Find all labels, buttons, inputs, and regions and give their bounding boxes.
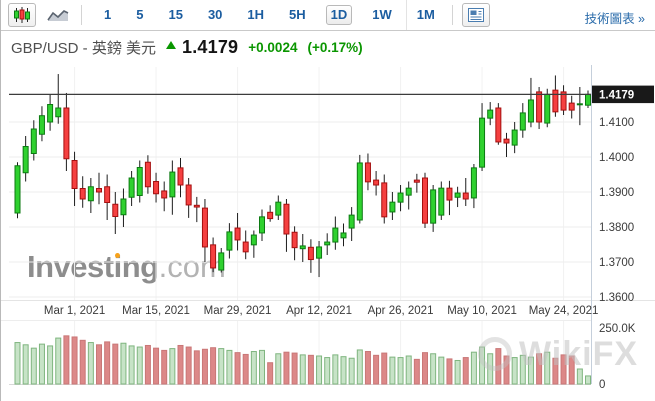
svg-text:Mar 1, 2021: Mar 1, 2021 <box>44 305 105 317</box>
svg-text:1.3600: 1.3600 <box>599 292 634 304</box>
toolbar-separator <box>451 5 453 25</box>
svg-text:May 10, 2021: May 10, 2021 <box>447 305 517 317</box>
line-chart-button[interactable] <box>44 3 72 27</box>
svg-text:1.3900: 1.3900 <box>599 187 634 199</box>
svg-text:250.0K: 250.0K <box>599 323 636 335</box>
candles <box>14 74 591 278</box>
wikifx-logo-icon <box>478 337 512 371</box>
horizontal-gridlines <box>9 121 591 298</box>
interval-button-5[interactable]: 5 <box>136 7 144 22</box>
interval-button-1m[interactable]: 1M <box>416 7 435 22</box>
quote-header: GBP/USD - 英鎊 美元 1.4179 +0.0024 (+0.17%) <box>1 31 655 64</box>
news-panel-button[interactable] <box>461 3 490 27</box>
toolbar-separator <box>81 5 82 25</box>
date-axis-labels: Mar 1, 2021 Mar 15, 2021 Mar 29, 2021 Apr 1… <box>44 305 599 317</box>
interval-button-1h[interactable]: 1H <box>247 7 265 22</box>
line-chart-icon <box>47 10 69 21</box>
svg-text:1.3700: 1.3700 <box>599 257 634 269</box>
candlestick-chart-button[interactable] <box>8 3 36 27</box>
svg-text:1.4000: 1.4000 <box>599 152 634 164</box>
last-price: 1.4179 <box>182 37 239 57</box>
svg-text:1.4100: 1.4100 <box>599 117 634 129</box>
svg-text:Mar 15, 2021: Mar 15, 2021 <box>122 305 190 317</box>
news-panel-icon <box>467 8 484 22</box>
interval-buttons: 1 5 15 30 1H 5H 1D 1W 1M <box>99 5 440 25</box>
interval-button-1w[interactable]: 1W <box>372 7 392 22</box>
technical-chart-link[interactable]: 技術圖表 » <box>584 12 645 26</box>
current-price-badge: 1.4179 <box>592 85 654 104</box>
toolbar: 1 5 15 30 1H 5H 1D 1W 1M 技術圖表 » <box>1 0 655 31</box>
price-change-percent: (+0.17%) <box>307 40 363 55</box>
svg-text:0: 0 <box>599 379 605 391</box>
svg-text:1.4179: 1.4179 <box>599 89 634 101</box>
svg-text:May 24, 2021: May 24, 2021 <box>529 305 599 317</box>
wikifx-watermark: WikiFX <box>478 337 638 371</box>
interval-button-1[interactable]: 1 <box>104 7 112 22</box>
interval-button-30[interactable]: 30 <box>207 7 223 22</box>
volume-axis-labels: 250.0K 0 <box>599 323 636 391</box>
interval-button-1d[interactable]: 1D <box>325 5 353 25</box>
symbol-title: GBP/USD - 英鎊 美元 <box>11 40 157 57</box>
chart-area: Investing.com 1.4100 1.4000 1.3900 1.3800 1.… <box>1 65 655 401</box>
candlestick-icon <box>14 7 30 23</box>
price-change: +0.0024 <box>248 40 298 55</box>
up-arrow-icon <box>166 40 177 49</box>
interval-button-5h[interactable]: 5H <box>289 7 306 22</box>
svg-text:Apr 12, 2021: Apr 12, 2021 <box>286 305 352 317</box>
svg-text:1.3800: 1.3800 <box>599 222 634 234</box>
toolbar-edge-divider <box>406 0 407 30</box>
price-axis-labels: 1.4100 1.4000 1.3900 1.3800 1.3700 1.3600 <box>599 117 634 304</box>
investing-watermark: Investing.com <box>27 249 226 284</box>
interval-button-15[interactable]: 15 <box>168 7 183 22</box>
svg-text:Mar 29, 2021: Mar 29, 2021 <box>204 305 272 317</box>
svg-text:Apr 26, 2021: Apr 26, 2021 <box>368 305 434 317</box>
